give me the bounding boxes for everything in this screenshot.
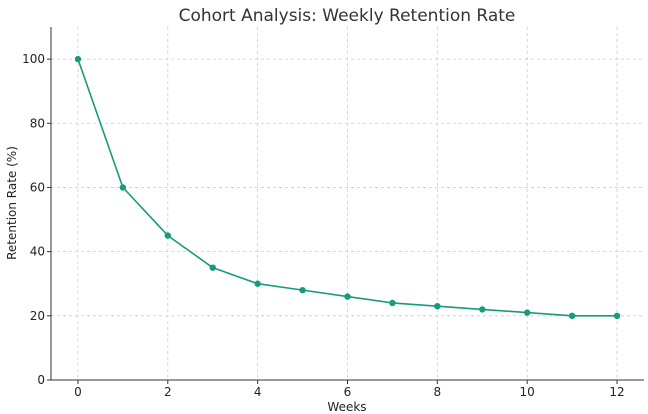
data-point (119, 184, 127, 191)
x-tick-label: 0 (74, 385, 82, 399)
data-point (344, 293, 351, 300)
data-point (523, 309, 531, 316)
series-layer (74, 55, 621, 320)
data-point (209, 264, 216, 271)
y-tick-label: 100 (22, 52, 45, 66)
chart-title: Cohort Analysis: Weekly Retention Rate (179, 6, 516, 26)
x-axis-label: Weeks (327, 400, 366, 414)
data-point (479, 306, 486, 313)
grid (51, 27, 644, 381)
data-point (613, 312, 621, 320)
axes (47, 27, 644, 384)
data-point (254, 280, 261, 287)
data-point (74, 55, 82, 63)
y-tick-label: 40 (30, 245, 45, 259)
tick-labels: 0 2 4 6 8 10 12 0 20 40 60 80 100 (22, 52, 625, 399)
y-axis-label: Retention Rate (%) (5, 146, 19, 260)
y-tick-label: 0 (37, 373, 45, 387)
x-tick-label: 8 (434, 385, 442, 399)
x-tick-label: 4 (254, 385, 262, 399)
data-point (434, 302, 441, 310)
y-tick-label: 80 (30, 116, 45, 130)
x-tick-label: 6 (344, 385, 352, 399)
x-tick-label: 10 (520, 385, 535, 399)
data-point (299, 286, 306, 294)
y-tick-label: 20 (30, 309, 45, 323)
y-tick-label: 60 (30, 180, 45, 194)
x-tick-label: 12 (609, 385, 624, 399)
data-point (389, 299, 396, 307)
x-tick-label: 2 (164, 385, 172, 399)
data-point (568, 312, 576, 320)
data-point (164, 232, 172, 239)
